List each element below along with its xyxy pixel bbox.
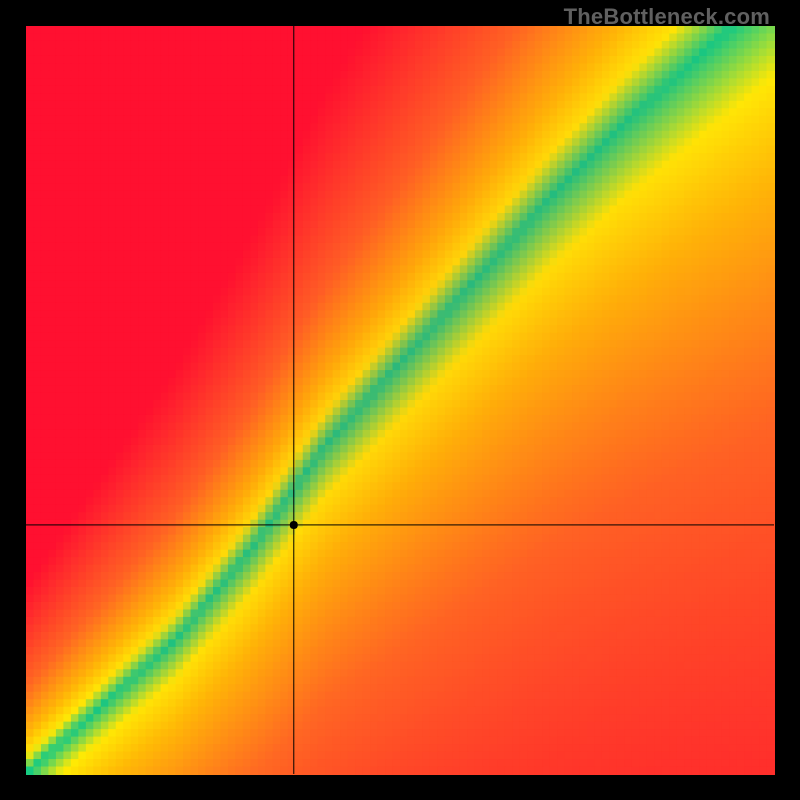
- heatmap-canvas: [0, 0, 800, 800]
- bottleneck-chart: TheBottleneck.com: [0, 0, 800, 800]
- watermark-text: TheBottleneck.com: [564, 4, 770, 30]
